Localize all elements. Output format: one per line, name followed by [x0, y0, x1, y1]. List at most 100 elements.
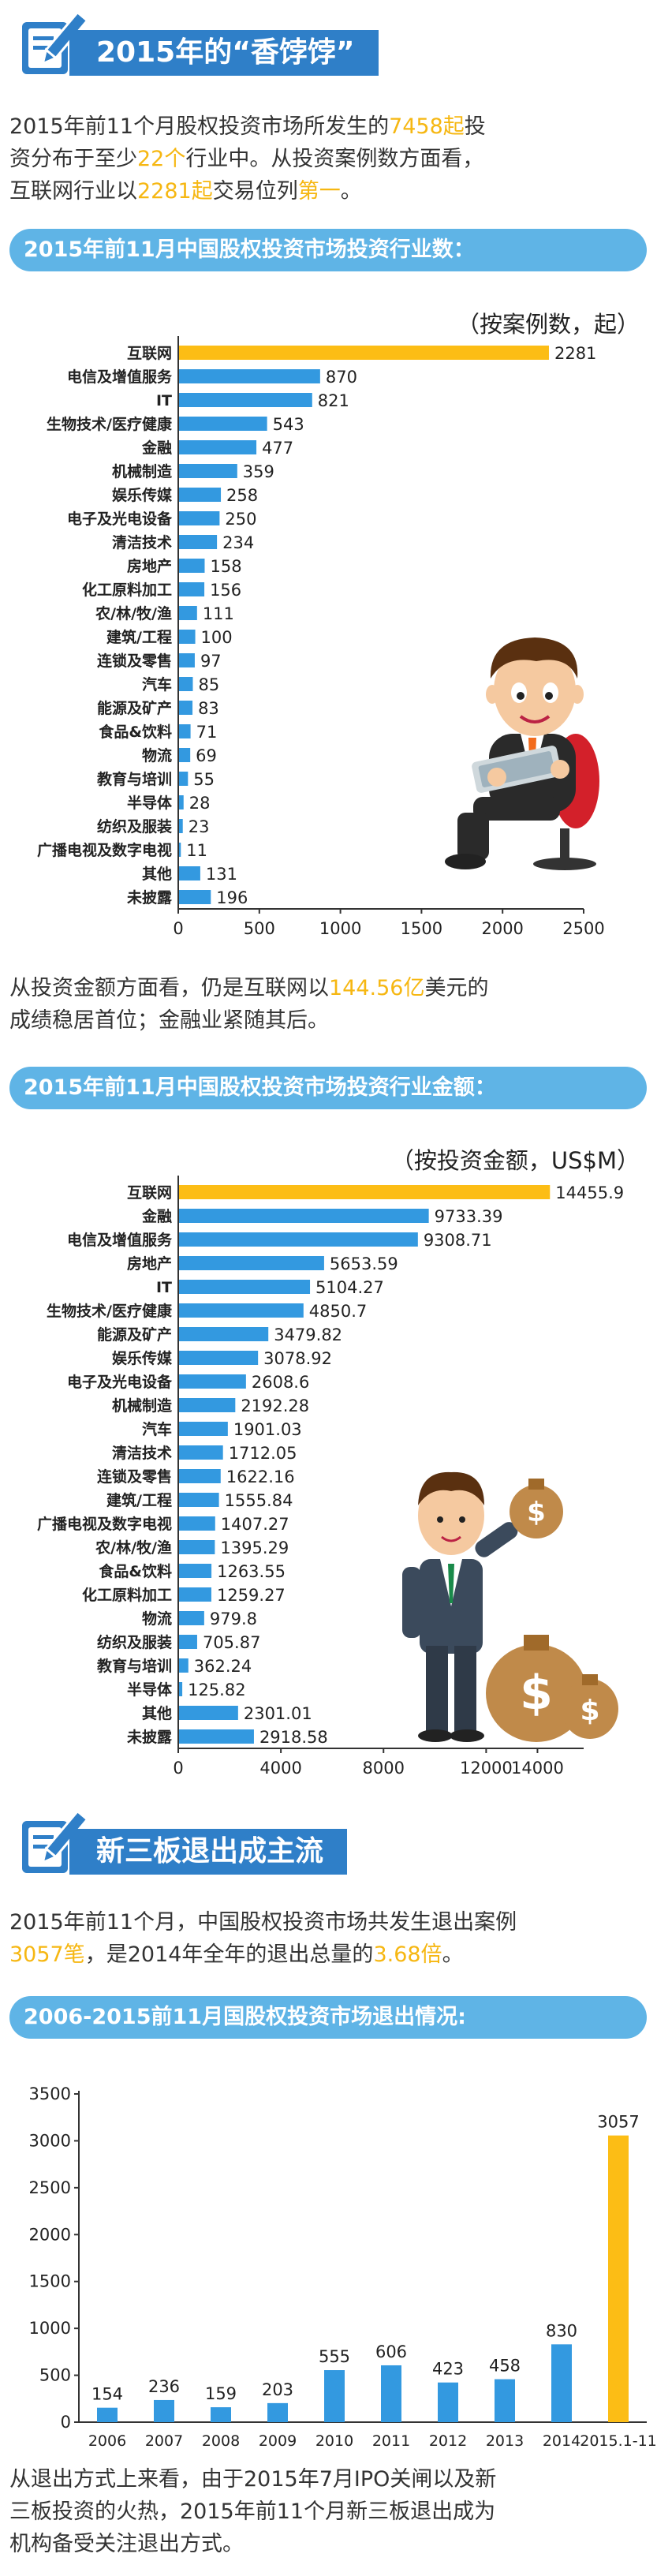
- chart2-category-label: 清洁技术: [112, 1444, 172, 1462]
- chart2-x-tick-label: 4000: [259, 1759, 301, 1778]
- chart1-value-label: 28: [189, 794, 211, 813]
- chart1-bar: [179, 701, 193, 715]
- chart1-category-label: 其他: [142, 865, 172, 883]
- chart2-category-label: 房地产: [127, 1254, 172, 1273]
- chart3-x-tick-label: 2014: [543, 2432, 580, 2450]
- chart1-value-label: 359: [243, 462, 274, 481]
- chart2-category-label: 汽车: [142, 1420, 172, 1438]
- chart2-value-label: 1259.27: [217, 1586, 286, 1605]
- chart1-bar: [179, 772, 189, 786]
- chart1-value-label: 55: [193, 770, 215, 789]
- chart2-category-label: 建筑/工程: [106, 1491, 172, 1509]
- chart2-value-label: 14455.9: [555, 1183, 624, 1202]
- svg-text:$: $: [580, 1695, 599, 1727]
- chart1-value-label: 196: [216, 888, 248, 907]
- chart2-bar: [179, 1706, 238, 1720]
- chart2-value-label: 2301.01: [244, 1704, 312, 1723]
- chart3-bar: [438, 2382, 458, 2422]
- chart3-bar: [154, 2399, 174, 2422]
- chart1-x-tick-label: 0: [173, 919, 183, 938]
- chart3-bar: [381, 2365, 401, 2422]
- exit-method-paragraph: 从退出方式上来看，由于2015年7月IPO关闸以及新 三板投资的火热，2015年…: [9, 2463, 650, 2560]
- chart1-value-label: 543: [273, 415, 304, 434]
- chart2-x-tick-label: 0: [173, 1759, 183, 1778]
- chart2-investment-amount: 互联网 14455.9 金融 9733.39 电信及增值服务 9308.71 房地产 5653…: [37, 1176, 624, 1778]
- para-line: 三板投资的火热，2015年前11个月新三板退出成为: [9, 2499, 496, 2524]
- chart1-value-label: 821: [318, 391, 349, 410]
- chart2-header: 2015年前11月中国股权投资市场投资行业金额：: [9, 1067, 647, 1109]
- chart1-bar: [179, 606, 197, 620]
- chart1-category-label: 化工原料加工: [82, 581, 172, 599]
- chart2-bar: [179, 1516, 215, 1531]
- chart2-category-label: 机械制造: [112, 1396, 173, 1415]
- chart2-category-label: 广播电视及数字电视: [37, 1515, 172, 1533]
- chart1-category-label: 建筑/工程: [106, 628, 172, 646]
- chart1-bar: [179, 440, 257, 454]
- chart1-category-label: 未披露: [126, 888, 173, 907]
- chart2-category-label: 其他: [142, 1704, 172, 1722]
- chart2-value-label: 1555.84: [225, 1491, 293, 1510]
- pen-icon: [22, 1809, 89, 1873]
- chart1-value-label: 71: [196, 723, 218, 742]
- chart3-bar: [267, 2402, 288, 2422]
- chart2-bar: [179, 1445, 223, 1460]
- chart2-bar: [179, 1280, 311, 1294]
- para-line: 从投资金额方面看，仍是互联网以144.56亿美元的: [9, 976, 489, 1000]
- chart3-value-label: 423: [432, 2360, 464, 2379]
- chart2-value-label: 5104.27: [315, 1278, 384, 1297]
- chart2-value-label: 3078.92: [263, 1349, 332, 1368]
- chart1-x-tick-label: 1500: [401, 919, 442, 938]
- chart2-value-label: 2918.58: [259, 1728, 328, 1747]
- chart1-value-label: 131: [206, 865, 237, 884]
- chart1-value-label: 100: [201, 628, 233, 647]
- exit-paragraph: 2015年前11个月，中国股权投资市场共发生退出案例 3057笔，是2014年全…: [9, 1906, 650, 1971]
- chart3-bar: [97, 2407, 118, 2422]
- chart1-bar: [179, 890, 211, 904]
- chart2-value-label: 1407.27: [221, 1515, 289, 1534]
- chart2-bar: [179, 1658, 189, 1673]
- chart2-bar: [179, 1469, 221, 1483]
- chart1-value-label: 234: [222, 533, 254, 552]
- chart1-x-tick-label: 2000: [481, 919, 523, 938]
- chart2-category-label: 能源及矿产: [97, 1325, 172, 1344]
- para-line: 互联网行业以2281起交易位列第一。: [9, 179, 362, 204]
- chart1-bar: [179, 748, 191, 762]
- amount-paragraph: 从投资金额方面看，仍是互联网以144.56亿美元的 成绩稳居首位；金融业紧随其后…: [9, 972, 650, 1037]
- chart1-bar: [179, 677, 193, 691]
- chart2-category-label: 生物技术/医疗健康: [47, 1302, 173, 1320]
- chart3-y-tick-label: 0: [61, 2413, 71, 2432]
- chart3-x-tick-label: 2013: [486, 2432, 524, 2450]
- chart2-category-label: 化工原料加工: [82, 1586, 172, 1604]
- para-line: 2015年前11个月股权投资市场所发生的7458起投: [9, 114, 486, 139]
- chart2-unit: （按投资金额，US$M）: [390, 1147, 640, 1174]
- chart2-value-label: 5653.59: [330, 1254, 398, 1273]
- chart1-bar: [179, 819, 183, 833]
- chart1-category-label: 广播电视及数字电视: [37, 841, 172, 859]
- chart2-bar: [179, 1374, 246, 1389]
- chart1-x-tick-label: 1000: [319, 919, 361, 938]
- chart1-bar: [179, 653, 195, 667]
- chart2-value-label: 3479.82: [274, 1325, 342, 1344]
- chart1-bar: [179, 417, 267, 431]
- chart3-x-tick-label: 2011: [372, 2432, 410, 2450]
- chart2-bar: [179, 1635, 197, 1649]
- chart2-category-label: 食品&饮料: [99, 1562, 172, 1580]
- chart2-value-label: 362.24: [194, 1657, 252, 1676]
- chart3-value-label: 236: [148, 2377, 180, 2396]
- chart1-bar: [179, 724, 191, 738]
- chart1-category-label: 金融: [141, 439, 172, 457]
- chart2-value-label: 9733.39: [435, 1207, 503, 1226]
- chart1-value-label: 158: [210, 557, 241, 576]
- chart2-category-label: 互联网: [127, 1184, 172, 1202]
- chart3-y-tick-label: 500: [39, 2366, 71, 2385]
- chart1-category-label: 电子及光电设备: [67, 510, 173, 528]
- chart1-value-label: 156: [210, 581, 241, 600]
- chart3-y-tick-label: 2500: [29, 2178, 71, 2197]
- chart1-category-label: 物流: [142, 746, 172, 765]
- chart3-y-tick-label: 1500: [29, 2272, 71, 2291]
- chart3-y-tick-label: 3000: [29, 2131, 71, 2150]
- chart2-category-label: 电子及光电设备: [67, 1373, 173, 1391]
- chart1-category-label: 教育与培训: [97, 770, 172, 788]
- chart1-investment-count: 互联网 2281 电信及增值服务 870 IT 821 生物技术/医疗健康 543 金融 477 机…: [37, 336, 605, 938]
- chart1-category-label: 农/林/牧/渔: [95, 604, 172, 623]
